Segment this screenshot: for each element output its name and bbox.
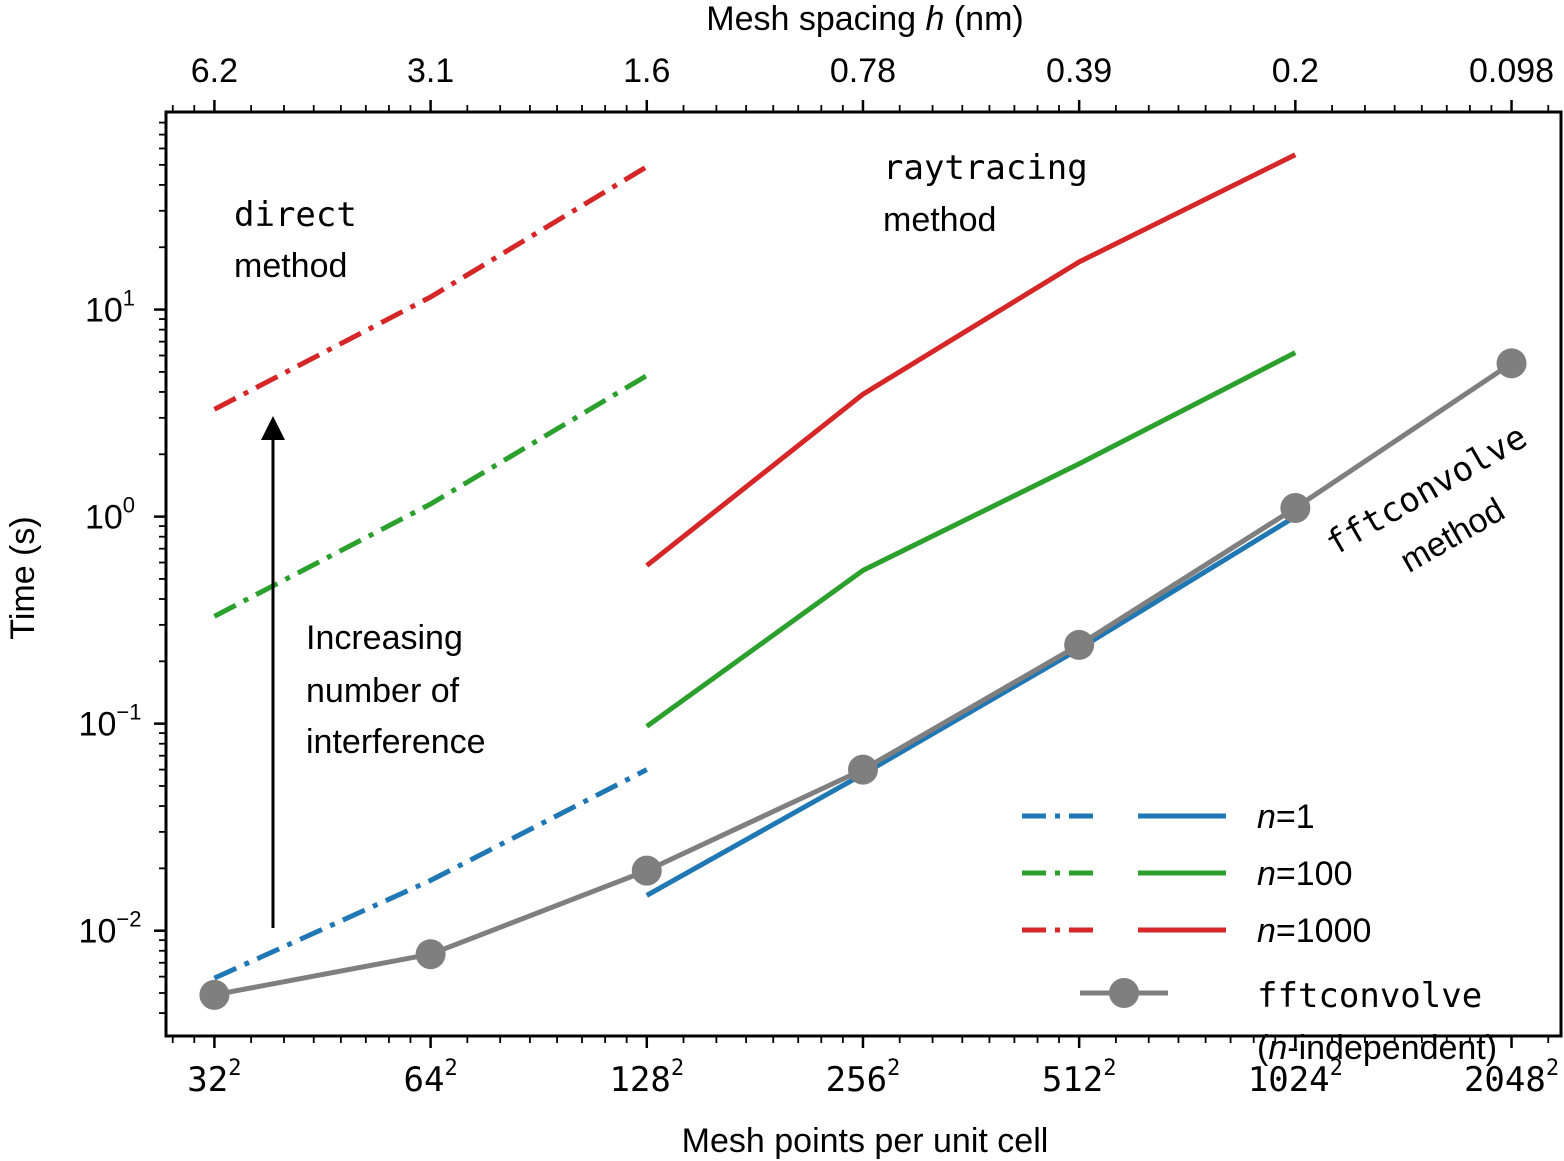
increasing-label-line-1: Increasing xyxy=(306,619,463,657)
x-tick-label: 10242 xyxy=(1248,1056,1343,1100)
x2-tick-label: 0.78 xyxy=(830,52,896,90)
y-tick-base: 10 xyxy=(85,499,123,537)
x-tick-exp: 2 xyxy=(228,1056,241,1081)
legend-label: n=1000 xyxy=(1257,912,1371,950)
fftconvolve-point xyxy=(631,855,662,886)
x-tick-exp: 2 xyxy=(1103,1056,1116,1081)
legend-paren: ( xyxy=(1257,1029,1269,1067)
legend-n-italic: n xyxy=(1268,1029,1287,1067)
x2-tick-label: 3.1 xyxy=(407,52,454,90)
axis-labels: Mesh points per unit cell Mesh spacing h… xyxy=(4,0,1048,1160)
legend-marker-fftconvolve xyxy=(1109,978,1139,1008)
legend-label-n: n xyxy=(1257,798,1276,836)
legend-independent: -independent) xyxy=(1287,1029,1497,1067)
axes-border xyxy=(164,110,1563,1038)
y-tick-base: 10 xyxy=(79,913,117,951)
x-tick-label: 2562 xyxy=(826,1056,901,1100)
fftconvolve-point xyxy=(199,979,230,1010)
x-tick-base: 512 xyxy=(1042,1060,1103,1100)
y-tick-exp: −1 xyxy=(116,700,141,725)
x-tick-exp: 2 xyxy=(1330,1056,1343,1081)
y-tick-label: 101 xyxy=(85,286,135,330)
axes-frame xyxy=(164,110,1563,1038)
increasing-label-line-3: interference xyxy=(306,723,486,761)
legend-label-value: =1 xyxy=(1276,798,1315,836)
series-layer xyxy=(199,152,1527,1010)
x-tick-exp: 2 xyxy=(887,1056,900,1081)
y-axis-label: Time (s) xyxy=(4,516,42,639)
x2-axis-label-h: h xyxy=(925,0,944,38)
x-tick-base: 64 xyxy=(403,1060,444,1100)
x-tick-base: 128 xyxy=(609,1060,670,1100)
series-line-raytracing-n-100 xyxy=(645,350,1297,729)
x-tick-base: 1024 xyxy=(1248,1060,1330,1100)
x2-axis-label-part-2: (nm) xyxy=(944,0,1023,38)
y-tick-label: 10−1 xyxy=(79,700,142,744)
fftconvolve-point xyxy=(1064,629,1095,660)
y-tick-label: 10−2 xyxy=(79,907,142,951)
direct-method-word: method xyxy=(234,247,347,285)
x-tick-exp: 2 xyxy=(671,1056,684,1081)
legend-label: n=100 xyxy=(1257,855,1353,893)
x-tick-exp: 2 xyxy=(1546,1056,1559,1081)
y-tick-base: 10 xyxy=(85,292,123,330)
x-axis-label: Mesh points per unit cell xyxy=(682,1122,1049,1160)
series-line-raytracing-n-1 xyxy=(645,514,1297,898)
increasing-label-line-2: number of xyxy=(306,672,460,710)
direct-method-code: direct xyxy=(234,195,357,235)
legend-label-n: n xyxy=(1257,912,1276,950)
legend-label: n=1 xyxy=(1257,798,1315,836)
x-tick-label: 20482 xyxy=(1464,1056,1559,1100)
x-tick-base: 32 xyxy=(187,1060,228,1100)
y-tick-label: 100 xyxy=(85,493,135,537)
y-tick-exp: −2 xyxy=(116,907,141,932)
legend-label-n-independent: (n-independent) xyxy=(1257,1029,1497,1067)
x-tick-label: 5122 xyxy=(1042,1056,1117,1100)
series-line-direct-n-1 xyxy=(213,767,648,981)
legend-label-fftconvolve: fftconvolve xyxy=(1257,976,1482,1016)
legend-label-value: =100 xyxy=(1276,855,1353,893)
y-tick-exp: 1 xyxy=(123,286,135,311)
raytracing-method-word: method xyxy=(883,201,996,239)
x-tick-label: 322 xyxy=(187,1056,241,1100)
x2-tick-label: 0.39 xyxy=(1046,52,1112,90)
fftconvolve-point xyxy=(415,939,446,970)
annotation-layer: direct method raytracing method fftconvo… xyxy=(234,148,1534,928)
x2-axis-label: Mesh spacing h (nm) xyxy=(706,0,1023,38)
x2-tick-label: 6.2 xyxy=(191,52,238,90)
raytracing-method-code: raytracing xyxy=(883,148,1088,188)
x-tick-base: 2048 xyxy=(1464,1060,1546,1100)
x2-tick-label: 0.098 xyxy=(1469,52,1554,90)
legend-label-n: n xyxy=(1257,855,1276,893)
fftconvolve-point xyxy=(1280,493,1311,524)
x2-tick-label: 1.6 xyxy=(623,52,670,90)
x-tick-label: 642 xyxy=(403,1056,457,1100)
y-tick-exp: 0 xyxy=(123,493,135,518)
x-tick-base: 256 xyxy=(826,1060,887,1100)
x-tick-label: 1282 xyxy=(609,1056,684,1100)
legend-label-value: =1000 xyxy=(1276,912,1372,950)
series-line-direct-n-100 xyxy=(213,373,649,619)
x-tick-exp: 2 xyxy=(444,1056,457,1081)
series-line-raytracing-n-1000 xyxy=(645,152,1297,568)
fftconvolve-point xyxy=(847,754,878,785)
y-tick-base: 10 xyxy=(79,706,117,744)
x2-tick-label: 0.2 xyxy=(1272,52,1319,90)
x2-axis-label-part-1: Mesh spacing xyxy=(706,0,925,38)
series-line-direct-n-1000 xyxy=(213,164,649,412)
fftconvolve-point xyxy=(1496,348,1527,379)
